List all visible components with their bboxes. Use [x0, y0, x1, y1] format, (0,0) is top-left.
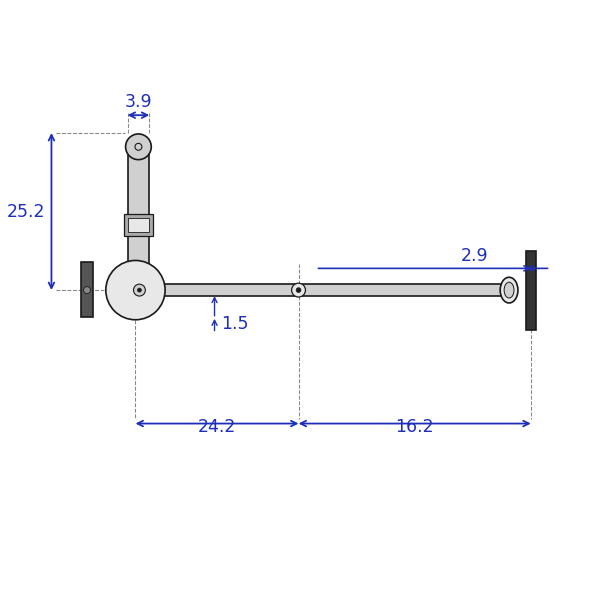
Text: 25.2: 25.2 — [7, 203, 46, 221]
Circle shape — [133, 284, 145, 296]
Circle shape — [296, 287, 301, 293]
Circle shape — [83, 287, 91, 293]
Circle shape — [292, 283, 305, 297]
Bar — [81, 262, 93, 317]
Bar — [128, 147, 149, 286]
Text: 3.9: 3.9 — [125, 93, 152, 111]
Text: 2.9: 2.9 — [461, 247, 488, 265]
Text: 1.5: 1.5 — [221, 315, 249, 333]
Circle shape — [106, 260, 165, 320]
Bar — [124, 214, 153, 236]
Circle shape — [137, 288, 142, 292]
Circle shape — [125, 134, 151, 160]
Bar — [121, 277, 142, 303]
Text: 24.2: 24.2 — [197, 418, 236, 436]
Text: 16.2: 16.2 — [395, 418, 433, 436]
Ellipse shape — [500, 277, 518, 303]
Ellipse shape — [504, 282, 514, 298]
Bar — [160, 284, 511, 296]
Bar — [526, 251, 536, 329]
Bar — [128, 218, 149, 232]
